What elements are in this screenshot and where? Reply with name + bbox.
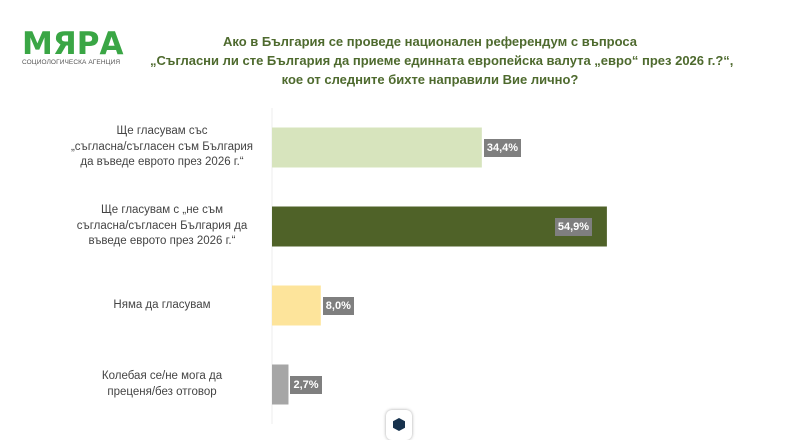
- category-label: Колебая се/не мога да преценя/без отговор: [62, 369, 262, 400]
- hexagon-icon: [393, 418, 405, 431]
- category-label-line: съгласна/съгласен България да: [76, 219, 248, 232]
- category-label-line: „съгласна/съгласен съм България: [70, 140, 254, 153]
- logo: МЯРА СОЦИОЛОГИЧЕСКА АГЕНЦИЯ: [22, 26, 124, 67]
- category-label: Ще гласувам със „съгласна/съгласен съм Бъ…: [62, 124, 262, 171]
- category-label-line: Няма да гласувам: [113, 298, 211, 311]
- chart-title: Ако в България се проведе национален реф…: [150, 32, 734, 89]
- title-line: Ако в България се проведе национален реф…: [222, 34, 638, 49]
- category-label: Ще гласувам с „не съм съгласна/съгласен Б…: [62, 203, 262, 250]
- title-line: кое от следните бихте направили Вие личн…: [281, 72, 579, 87]
- category-label-line: Ще гласувам с „не съм: [101, 204, 223, 216]
- bar: [272, 285, 321, 326]
- logo-subtitle: СОЦИОЛОГИЧЕСКА АГЕНЦИЯ: [22, 59, 121, 66]
- floating-widget-button[interactable]: [386, 410, 412, 440]
- data-label: 2,7%: [290, 375, 322, 394]
- category-label-line: Колебая се/не мога да: [101, 370, 223, 382]
- bar: [272, 364, 289, 405]
- category-label: Няма да гласувам: [62, 298, 262, 314]
- logo-name: МЯРА: [22, 26, 124, 62]
- data-label: 34,4%: [483, 138, 522, 157]
- bar: [272, 127, 482, 168]
- category-label-line: въведе еврото през 2026 г.“: [88, 235, 236, 247]
- bar: [272, 206, 607, 247]
- title-line: „Съгласни ли сте България да приеме един…: [150, 53, 734, 68]
- category-label-line: Ще гласувам със: [116, 125, 208, 137]
- category-label-line: преценя/без отговор: [107, 385, 217, 398]
- data-label: 8,0%: [322, 296, 354, 315]
- data-label: 54,9%: [554, 217, 593, 236]
- category-label-line: да въведе еврото през 2026 г.“: [80, 156, 244, 168]
